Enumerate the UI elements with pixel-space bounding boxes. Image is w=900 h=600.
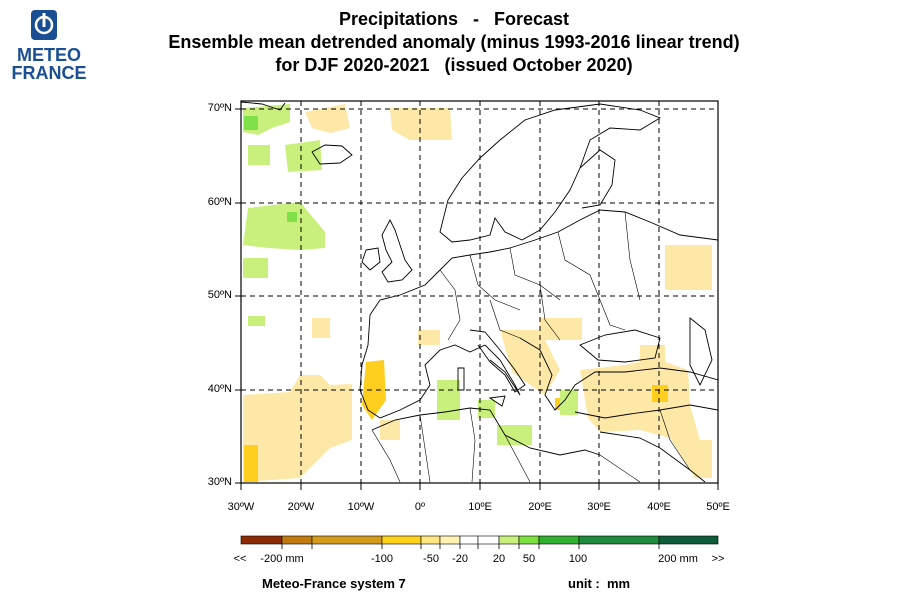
lon-label-30e: 30ºE bbox=[587, 501, 611, 513]
logo-emblem-icon bbox=[31, 10, 57, 40]
lon-label-10w: 10ºW bbox=[347, 501, 375, 513]
colorbar-label-minus100: -100 bbox=[370, 553, 394, 565]
colorbar-segment bbox=[538, 535, 580, 545]
model-system-label: Meteo-France system 7 bbox=[262, 576, 406, 591]
lon-label-20w: 20ºW bbox=[287, 501, 315, 513]
colorbar-segment bbox=[578, 535, 660, 545]
colorbar-label-minus200: -200 mm bbox=[260, 553, 304, 565]
axis-ticks bbox=[235, 108, 719, 490]
lon-label-0: 0º bbox=[414, 501, 426, 513]
colorbar-segment bbox=[658, 535, 719, 545]
colorbar-label-greater: >> bbox=[711, 553, 725, 565]
lat-label-60n: 60ºN bbox=[207, 196, 232, 208]
colorbar bbox=[240, 535, 719, 549]
lat-label-40n: 40ºN bbox=[207, 383, 232, 395]
colorbar-segment bbox=[459, 535, 479, 545]
colorbar-segment bbox=[311, 535, 383, 545]
colorbar-label-minus50: -50 bbox=[423, 553, 439, 565]
colorbar-segment bbox=[477, 535, 500, 545]
lat-label-30n: 30ºN bbox=[207, 476, 232, 488]
chart-title: Precipitations - Forecast Ensemble mean … bbox=[0, 8, 900, 77]
colorbar-segment bbox=[240, 535, 283, 545]
colorbar-segment bbox=[498, 535, 520, 545]
colorbar-label-200: 200 mm bbox=[658, 553, 698, 565]
lon-label-40e: 40ºE bbox=[647, 501, 671, 513]
colorbar-segment bbox=[439, 535, 461, 545]
title-line-2: Ensemble mean detrended anomaly (minus 1… bbox=[168, 32, 740, 52]
anomaly-wet-medium bbox=[244, 116, 297, 222]
anomaly-dry-strong bbox=[244, 360, 668, 482]
colorbar-label-less: << bbox=[233, 553, 247, 565]
colorbar-label-20: 20 bbox=[492, 553, 506, 565]
country-borders bbox=[371, 211, 691, 483]
colorbar-label-minus20: -20 bbox=[452, 553, 468, 565]
colorbar-segment bbox=[281, 535, 313, 545]
title-line-3: for DJF 2020-2021 (issued October 2020) bbox=[275, 55, 633, 75]
anomaly-dry-light bbox=[243, 104, 712, 482]
meteo-france-logo: METEO FRANCE bbox=[6, 8, 87, 88]
lon-label-50e: 50ºE bbox=[706, 501, 730, 513]
lat-lon-grid bbox=[241, 101, 718, 483]
lat-label-70n: 70ºN bbox=[207, 102, 232, 114]
lat-label-50n: 50ºN bbox=[207, 289, 232, 301]
colorbar-label-50: 50 bbox=[522, 553, 536, 565]
unit-label: unit : mm bbox=[568, 576, 631, 591]
colorbar-label-100: 100 bbox=[568, 553, 588, 565]
lon-label-20e: 20ºE bbox=[528, 501, 552, 513]
colorbar-segment bbox=[381, 535, 422, 545]
coastlines bbox=[241, 101, 718, 483]
colorbar-segment bbox=[420, 535, 441, 545]
logo-text-line2: FRANCE bbox=[11, 63, 87, 83]
title-line-1: Precipitations - Forecast bbox=[338, 9, 570, 29]
lon-label-30w: 30ºW bbox=[227, 501, 255, 513]
lon-label-10e: 10ºE bbox=[468, 501, 492, 513]
colorbar-segment bbox=[518, 535, 540, 545]
logo-text-line1: METEO bbox=[16, 45, 81, 65]
